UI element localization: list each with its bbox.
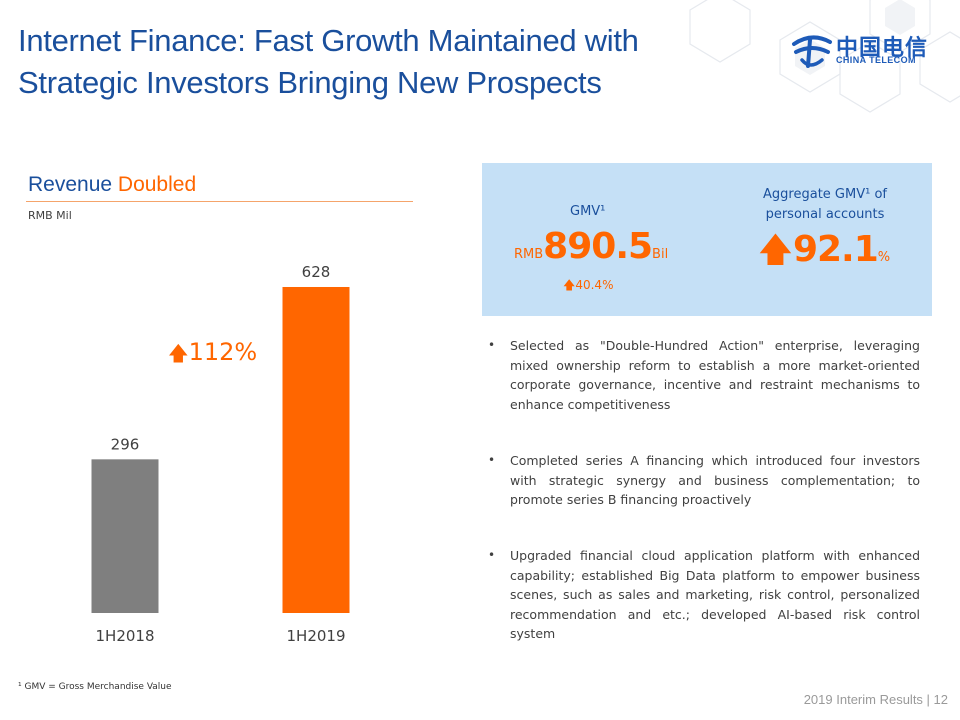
section-divider (26, 201, 413, 202)
bullet-marker: • (488, 548, 496, 562)
kpi-panel (482, 163, 932, 316)
category-label-1H2019: 1H2019 (287, 627, 346, 645)
logo-chinese-text: 中国电信 (836, 36, 929, 61)
bullet-item: • Completed series A financing which int… (488, 451, 920, 510)
up-arrow-icon: 🡅 (168, 341, 189, 365)
data-label-1H2019: 628 (302, 263, 331, 281)
bullet-marker: • (488, 338, 496, 352)
aggregate-gmv-label: Aggregate GMV¹ of personal accounts (740, 185, 910, 225)
footnote: ¹ GMV = Gross Merchandise Value (18, 682, 172, 692)
footer-page-label: 2019 Interim Results | 12 (803, 692, 948, 707)
category-label-1H2018: 1H2018 (96, 627, 155, 645)
unit-label: RMB Mil (28, 209, 72, 222)
aggregate-gmv-number: 92.1 (792, 229, 879, 270)
bar-1H2019 (282, 286, 350, 613)
page-title-line2: Strategic Investors Bringing New Prospec… (18, 65, 602, 100)
bullet-text: Completed series A financing which intro… (510, 453, 920, 507)
gmv-growth-value: 40.4% (575, 278, 614, 292)
aggregate-gmv-label-line1: Aggregate GMV¹ of (763, 187, 887, 202)
bar-1H2018 (91, 459, 159, 613)
aggregate-gmv-value: 🡅92.1% (758, 226, 890, 283)
gmv-suffix: Bil (652, 247, 669, 262)
growth-value: 112% (188, 338, 258, 366)
bullet-item: • Upgraded financial cloud application p… (488, 546, 920, 644)
section-title: Revenue Doubled (28, 173, 196, 197)
data-label-1H2018: 296 (111, 435, 140, 453)
aggregate-gmv-suffix: % (877, 250, 891, 265)
page-title: Internet Finance: Fast Growth Maintained… (18, 20, 738, 104)
gmv-growth: 🡅40.4% (563, 276, 613, 297)
growth-indicator: 🡅112% (168, 338, 257, 373)
gmv-label: GMV¹ (570, 204, 606, 219)
aggregate-gmv-label-line2: personal accounts (765, 207, 885, 222)
bullet-text: Upgraded financial cloud application pla… (510, 548, 920, 641)
section-title-main: Revenue (28, 173, 113, 196)
up-arrow-icon: 🡅 (758, 230, 793, 270)
bullet-text: Selected as "Double-Hundred Action" ente… (510, 338, 920, 412)
section-title-highlight: Doubled (117, 173, 197, 196)
revenue-bar-chart: 296 1H2018 628 1H2019 (91, 263, 350, 645)
page-title-line1: Internet Finance: Fast Growth Maintained… (18, 23, 639, 58)
bullet-item: • Selected as "Double-Hundred Action" en… (488, 336, 920, 414)
gmv-number: 890.5 (543, 226, 653, 267)
bullet-marker: • (488, 453, 496, 467)
up-arrow-icon: 🡅 (563, 278, 576, 292)
china-telecom-logo-mark (792, 35, 832, 68)
logo-english-text: CHINA TELECOM (836, 55, 916, 65)
china-telecom-logo: 中国电信 CHINA TELECOM (790, 30, 932, 70)
gmv-value: RMB890.5Bil (514, 226, 668, 267)
gmv-prefix: RMB (514, 247, 544, 262)
